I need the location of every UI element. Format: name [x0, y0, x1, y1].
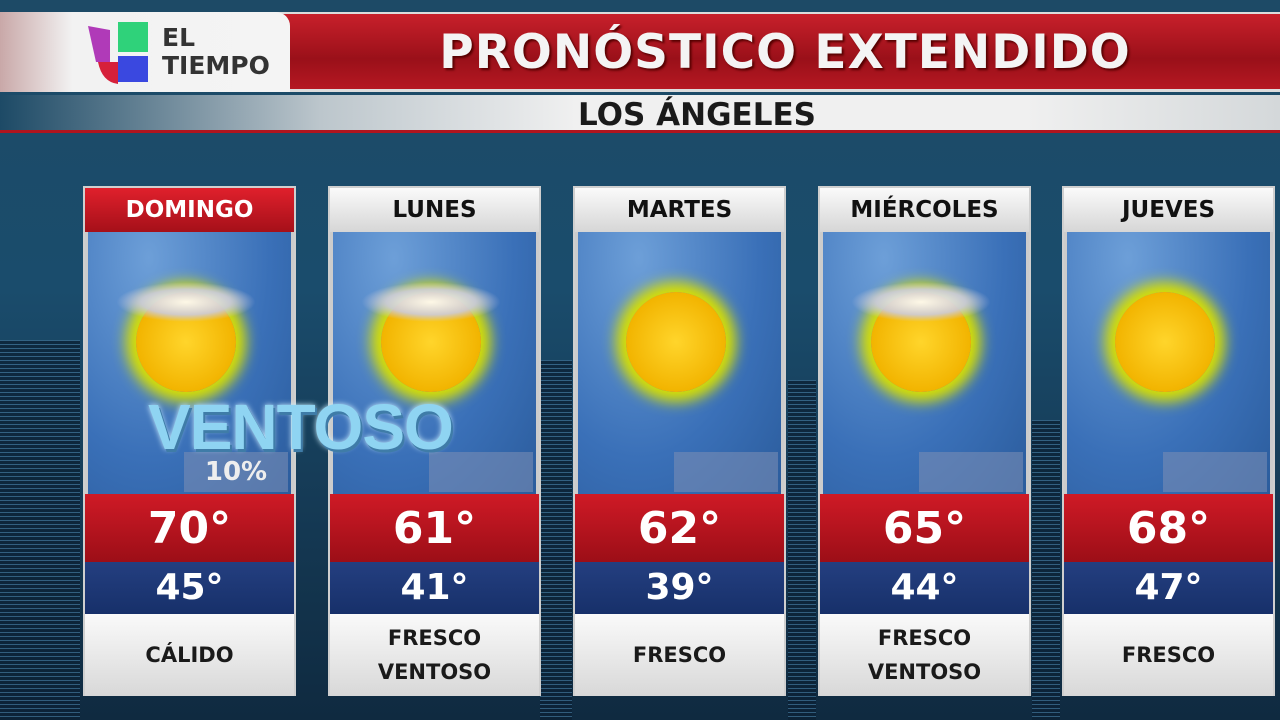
- condition-line: FRESCO: [387, 626, 482, 650]
- precip-chance: [919, 452, 1023, 492]
- condition-line: FRESCO: [1121, 643, 1216, 667]
- weather-icon-panel: [330, 232, 539, 494]
- condition-line: VENTOSO: [377, 660, 492, 684]
- weather-icon-panel: [575, 232, 784, 494]
- forecast-card: DOMINGO 10% 70° 45° CÁLIDO: [83, 186, 296, 696]
- low-temp: 45°: [85, 562, 294, 614]
- high-temp: 68°: [1064, 494, 1273, 562]
- forecast-card: LUNES 61° 41° FRESCO VENTOSO: [328, 186, 541, 696]
- cloud-icon: [116, 282, 256, 322]
- condition-text: FRESCO: [1064, 614, 1273, 696]
- sun-icon: [626, 292, 726, 392]
- day-label: DOMINGO: [85, 188, 294, 232]
- weather-icon-panel: [820, 232, 1029, 494]
- weather-icon-panel: [1064, 232, 1273, 494]
- high-temp: 70°: [85, 494, 294, 562]
- weather-icon-panel: 10%: [85, 232, 294, 494]
- brand-logo-text: EL TIEMPO: [162, 24, 270, 80]
- high-temp: 62°: [575, 494, 784, 562]
- condition-line: CÁLIDO: [145, 643, 234, 667]
- precip-chance: [1163, 452, 1267, 492]
- condition-line: FRESCO: [632, 643, 727, 667]
- city-skyline: [0, 340, 80, 720]
- logo-line-1: EL: [162, 23, 196, 52]
- logo-line-2: TIEMPO: [162, 51, 270, 80]
- day-label: LUNES: [330, 188, 539, 232]
- city-skyline: [540, 360, 572, 720]
- city-skyline: [788, 380, 816, 720]
- forecast-card: JUEVES 68° 47° FRESCO: [1062, 186, 1275, 696]
- day-label: JUEVES: [1064, 188, 1273, 232]
- day-label: MIÉRCOLES: [820, 188, 1029, 232]
- condition-line: VENTOSO: [867, 660, 982, 684]
- precip-chance: [429, 452, 533, 492]
- low-temp: 44°: [820, 562, 1029, 614]
- condition-line: FRESCO: [877, 626, 972, 650]
- low-temp: 41°: [330, 562, 539, 614]
- condition-text: FRESCO: [575, 614, 784, 696]
- condition-text: FRESCO VENTOSO: [820, 614, 1029, 696]
- precip-chance: 10%: [184, 452, 288, 492]
- low-temp: 47°: [1064, 562, 1273, 614]
- condition-text: FRESCO VENTOSO: [330, 614, 539, 696]
- location-title: LOS ÁNGELES: [578, 97, 816, 133]
- precip-chance: [674, 452, 778, 492]
- high-temp: 65°: [820, 494, 1029, 562]
- high-temp: 61°: [330, 494, 539, 562]
- windy-overlay-label: VENTOSO: [148, 391, 454, 463]
- low-temp: 39°: [575, 562, 784, 614]
- cloud-icon: [851, 282, 991, 322]
- city-skyline: [1032, 420, 1060, 720]
- cloud-icon: [361, 282, 501, 322]
- condition-text: CÁLIDO: [85, 614, 294, 696]
- day-label: MARTES: [575, 188, 784, 232]
- univision-logo-icon: [88, 22, 148, 84]
- forecast-card: MARTES 62° 39° FRESCO: [573, 186, 786, 696]
- forecast-card: MIÉRCOLES 65° 44° FRESCO VENTOSO: [818, 186, 1031, 696]
- sun-icon: [1115, 292, 1215, 392]
- location-bar: LOS ÁNGELES: [0, 95, 1280, 133]
- page-title: PRONÓSTICO EXTENDIDO: [439, 25, 1131, 80]
